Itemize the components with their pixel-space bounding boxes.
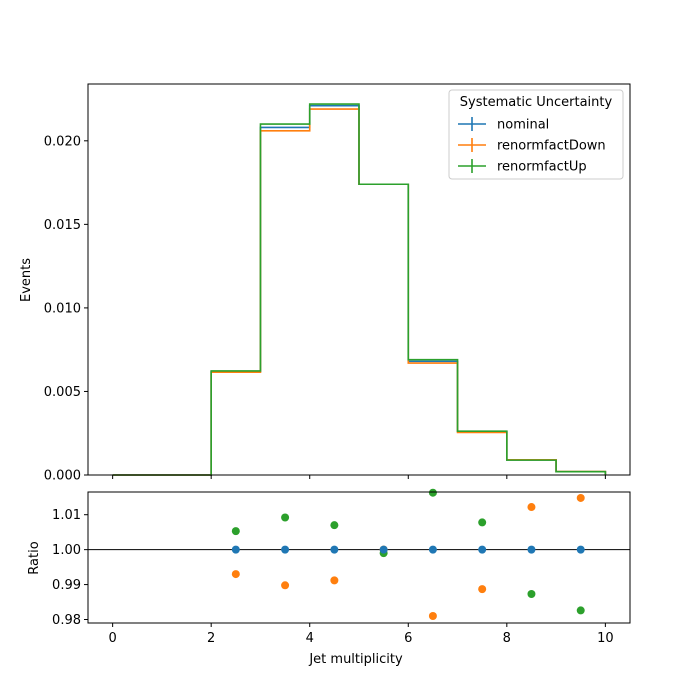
ratio-point-nominal <box>281 545 290 554</box>
ratio-x-tick-label: 4 <box>306 631 314 646</box>
ratio-plot-frame <box>87 491 631 624</box>
main-y-tick-label: 0.010 <box>44 301 81 316</box>
main-y-tick-label: 0.020 <box>44 134 81 149</box>
legend-entry-renormfactDown: renormfactDown <box>497 139 606 154</box>
ratio-point-renormfactUp <box>428 488 437 497</box>
main-panel: 0.000 0.005 0.010 0.015 0.020 Events Systema… <box>19 83 631 484</box>
ratio-point-renormfactUp <box>281 513 290 522</box>
ratio-point-nominal <box>478 545 487 554</box>
ratio-point-renormfactUp <box>478 518 487 527</box>
ratio-x-axis: 0 2 4 6 8 10 <box>108 623 614 646</box>
ratio-point-renormfactUp <box>576 606 585 615</box>
ratio-point-renormfactDown <box>330 576 339 585</box>
ratio-x-tick-label: 6 <box>404 631 412 646</box>
ratio-point-nominal <box>576 545 585 554</box>
main-plot-frame <box>87 83 631 476</box>
ratio-point-renormfactDown <box>576 493 585 502</box>
ratio-point-renormfactUp <box>231 527 240 536</box>
main-y-tick-label: 0.000 <box>44 469 81 484</box>
main-y-axis: 0.000 0.005 0.010 0.015 0.020 <box>44 134 88 484</box>
ratio-y-tick-label: 1.00 <box>52 543 81 558</box>
ratio-point-renormfactDown <box>281 581 290 590</box>
ratio-x-tick-label: 8 <box>503 631 511 646</box>
ratio-point-nominal <box>527 545 536 554</box>
ratio-x-tick-label: 0 <box>108 631 116 646</box>
ratio-x-tick-label: 10 <box>597 631 614 646</box>
main-steps <box>112 103 607 476</box>
ratio-point-renormfactDown <box>527 503 536 512</box>
main-x-ticks <box>112 475 606 479</box>
legend-entry-renormfactUp: renormfactUp <box>497 160 587 175</box>
ratio-plot-area <box>88 492 630 623</box>
main-y-axis-label: Events <box>19 258 34 302</box>
ratio-point-nominal <box>231 545 240 554</box>
x-axis-label: Jet multiplicity <box>308 652 403 667</box>
ratio-point-renormfactUp <box>527 590 536 599</box>
ratio-y-axis: 0.98 0.99 1.00 1.01 <box>52 508 88 628</box>
legend: Systematic Uncertainty nominal renormfactD… <box>448 89 624 180</box>
ratio-y-axis-label: Ratio <box>27 541 42 574</box>
ratio-point-nominal <box>379 545 388 554</box>
step-line-renormfactUp <box>112 103 607 476</box>
ratio-points <box>231 488 585 621</box>
ratio-panel: 0.98 0.99 1.00 1.01 0 2 4 6 8 10 Ratio Jet multi… <box>27 488 631 667</box>
ratio-point-renormfactDown <box>478 585 487 594</box>
main-y-tick-label: 0.015 <box>44 218 81 233</box>
ratio-point-nominal <box>428 545 437 554</box>
ratio-point-renormfactUp <box>330 521 339 530</box>
ratio-point-renormfactDown <box>231 570 240 579</box>
legend-title: Systematic Uncertainty <box>460 95 613 110</box>
ratio-y-tick-label: 0.98 <box>52 613 81 628</box>
ratio-x-tick-label: 2 <box>207 631 215 646</box>
ratio-y-tick-label: 0.99 <box>52 578 81 593</box>
legend-box <box>448 89 624 180</box>
legend-entry-nominal: nominal <box>497 118 549 133</box>
ratio-point-renormfactDown <box>428 612 437 621</box>
main-y-tick-label: 0.005 <box>44 385 81 400</box>
ratio-y-tick-label: 1.01 <box>52 508 81 523</box>
ratio-point-nominal <box>330 545 339 554</box>
